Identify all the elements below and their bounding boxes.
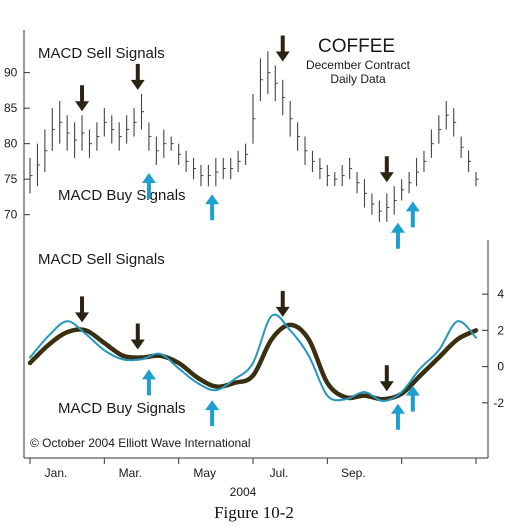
macd-ytick-label: 0	[497, 360, 504, 374]
macd-buy-arrow	[405, 385, 420, 412]
price-ytick-label: 75	[4, 172, 18, 186]
top-buy-signals-label: MACD Buy Signals	[58, 187, 186, 204]
price-sell-arrow	[275, 35, 290, 62]
price-sell-arrow	[379, 156, 394, 183]
x-tick-label: Sep.	[341, 466, 366, 480]
price-panel: 70 75 80 85 90	[4, 35, 479, 249]
x-axis-ticks: Jan. Mar. May Jul. Sep.	[29, 458, 477, 480]
macd-ytick-label: -2	[493, 396, 504, 410]
macd-panel: -2 0 2 4	[27, 287, 504, 430]
x-tick-label: May	[193, 466, 216, 480]
macd-buy-arrow	[141, 369, 156, 396]
macd-sell-arrow	[75, 296, 90, 323]
macd-sell-arrow	[275, 290, 290, 317]
macd-buy-arrow	[390, 403, 405, 430]
price-ytick-label: 80	[4, 137, 18, 151]
macd-slow-line	[27, 322, 479, 402]
x-tick-label: Jul.	[270, 466, 289, 480]
macd-ytick-label: 2	[497, 323, 504, 337]
bottom-sell-signals-label: MACD Sell Signals	[38, 251, 165, 268]
chart-title: COFFEE	[318, 36, 395, 57]
x-axis-year: 2004	[230, 485, 257, 499]
price-sell-arrow	[75, 85, 90, 112]
macd-sell-arrow	[130, 323, 145, 350]
price-sell-arrow	[130, 63, 145, 90]
x-tick-label: Jan.	[45, 466, 68, 480]
figure-caption: Figure 10-2	[214, 503, 294, 522]
price-ytick-label: 85	[4, 101, 18, 115]
bottom-buy-signals-label: MACD Buy Signals	[58, 400, 186, 417]
macd-ytick-label: 4	[497, 287, 504, 301]
price-buy-arrow	[390, 222, 405, 249]
top-sell-signals-label: MACD Sell Signals	[38, 45, 165, 62]
chart-subtitle-2: Daily Data	[330, 72, 386, 86]
macd-buy-arrow	[205, 400, 220, 427]
price-ytick-label: 70	[4, 208, 18, 222]
price-buy-arrow	[205, 194, 220, 221]
x-tick-label: Mar.	[119, 466, 142, 480]
price-ytick-label: 90	[4, 66, 18, 80]
chart-subtitle-1: December Contract	[306, 58, 411, 72]
price-buy-arrow	[141, 172, 156, 199]
macd-sell-arrow	[379, 365, 394, 392]
copyright-notice: © October 2004 Elliott Wave Internationa…	[30, 436, 251, 450]
price-buy-arrow	[405, 201, 420, 228]
macd-fast-line	[29, 313, 477, 403]
